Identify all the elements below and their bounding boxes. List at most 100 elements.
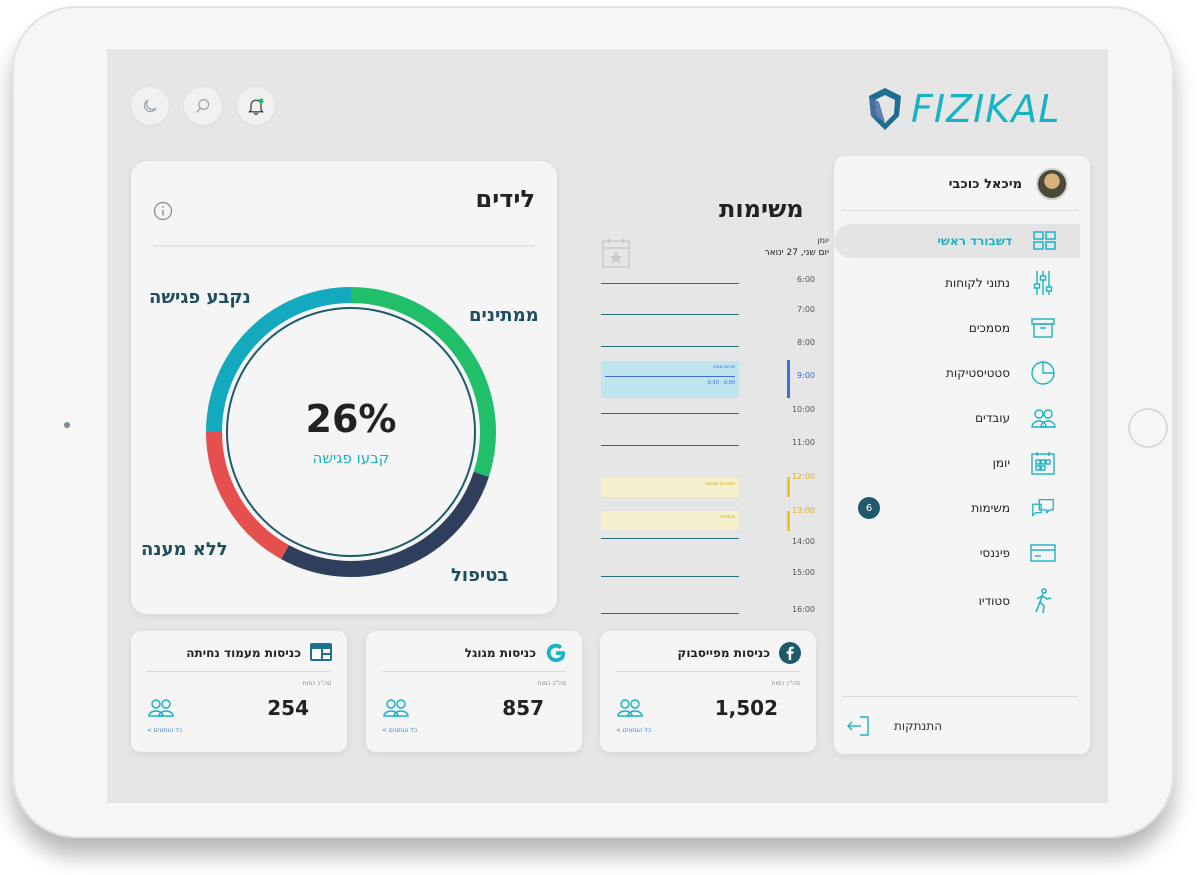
logout-button[interactable]: התנתקות bbox=[846, 714, 942, 738]
info-icon[interactable] bbox=[153, 201, 173, 221]
hour-label: 12:00 bbox=[791, 472, 815, 481]
calendar-event[interactable]: שיחת צוות 9:00 - 9:30 bbox=[601, 361, 739, 398]
search-button[interactable] bbox=[184, 87, 222, 125]
bell-icon bbox=[247, 98, 265, 115]
sidebar-item-studio[interactable]: סטודיו bbox=[834, 584, 1078, 618]
avatar bbox=[1036, 168, 1068, 200]
stat-divider bbox=[616, 671, 800, 672]
landing-page-icon bbox=[310, 643, 332, 661]
sidebar-item-label: סטטיסטיקות bbox=[946, 366, 1010, 380]
users-icon bbox=[617, 699, 643, 717]
tasks-count-badge: 6 bbox=[858, 497, 880, 519]
sidebar-divider bbox=[842, 210, 1078, 211]
donut-segment-meeting-set[interactable] bbox=[206, 287, 352, 433]
all-data-link[interactable]: כל הנתונים > bbox=[382, 727, 418, 734]
dashboard-grid-icon bbox=[1032, 228, 1058, 254]
sidebar-item-label: משימות bbox=[971, 501, 1010, 515]
stat-card-google[interactable]: כניסות מגוגל סה"כ כמות 857 כל הנתונים > bbox=[366, 631, 582, 752]
credit-card-icon bbox=[1030, 540, 1056, 566]
users-icon bbox=[1030, 405, 1056, 431]
hour-line bbox=[601, 413, 739, 414]
sidebar-item-employees[interactable]: עובדים bbox=[834, 401, 1078, 435]
hour-label: 9:00 bbox=[797, 371, 815, 380]
donut-inner-ring bbox=[226, 307, 476, 557]
app-logo: FIZIKAL bbox=[865, 79, 1065, 139]
event-title: שיחת צוות bbox=[713, 364, 735, 370]
users-icon bbox=[148, 699, 174, 717]
event-time: 9:00 - 9:30 bbox=[707, 380, 735, 386]
event-title: תזכורת פגישה bbox=[705, 481, 735, 487]
all-data-link[interactable]: כל הנתונים > bbox=[147, 727, 183, 734]
logo-text: FIZIKAL bbox=[911, 87, 1061, 131]
hour-label: 15:00 bbox=[791, 568, 815, 577]
all-data-link[interactable]: כל הנתונים > bbox=[616, 727, 652, 734]
user-profile[interactable]: מיכאל כוכבי bbox=[949, 168, 1068, 200]
calendar-icon bbox=[1030, 450, 1056, 476]
calendar-day-label: יומן bbox=[817, 236, 829, 245]
chat-bubbles-icon bbox=[1030, 495, 1056, 521]
donut-center-label: קבעו פגישה bbox=[312, 449, 390, 467]
donut-center: 26% קבעו פגישה bbox=[281, 397, 421, 467]
hour-line bbox=[601, 576, 739, 577]
stat-value: 1,502 bbox=[714, 696, 778, 720]
sidebar-item-label: דשבורד ראשי bbox=[937, 234, 1012, 248]
stat-card-landing-page[interactable]: כניסות מעמוד נחיתה סה"כ כמות 254 כל הנתו… bbox=[131, 631, 347, 752]
sidebar-divider bbox=[842, 696, 1078, 697]
donut-segment-no-answer[interactable] bbox=[206, 431, 289, 560]
runner-icon bbox=[1030, 588, 1056, 614]
home-button[interactable] bbox=[1128, 408, 1168, 448]
user-name: מיכאל כוכבי bbox=[948, 176, 1022, 192]
segment-label-waiting: ממתינים bbox=[469, 305, 539, 326]
hour-line bbox=[601, 314, 739, 315]
event-marker bbox=[787, 511, 790, 531]
stat-card-facebook[interactable]: כניסות מפייסבוק סה"כ כמות 1,502 כל הנתונ… bbox=[600, 631, 816, 752]
calendar-date-label: יום שני, 27 ינואר bbox=[764, 248, 830, 258]
sidebar-item-label: מסמכים bbox=[968, 321, 1010, 335]
stat-title: כניסות מפייסבוק bbox=[677, 646, 771, 660]
shield-logo-icon bbox=[869, 88, 901, 130]
hour-line bbox=[601, 613, 739, 614]
sidebar-item-calendar[interactable]: יומן bbox=[834, 446, 1078, 480]
leads-divider bbox=[153, 245, 535, 247]
sidebar-item-label: פיננסי bbox=[979, 546, 1010, 560]
segment-label-in-treatment: בטיפול bbox=[451, 565, 509, 586]
stat-divider bbox=[382, 671, 566, 672]
sidebar-item-label: עובדים bbox=[975, 411, 1010, 425]
moon-icon bbox=[143, 99, 157, 113]
leads-donut-chart bbox=[206, 287, 496, 577]
notifications-button[interactable] bbox=[237, 87, 275, 125]
archive-box-icon bbox=[1030, 315, 1056, 341]
stat-title: כניסות מעמוד נחיתה bbox=[186, 646, 301, 660]
tasks-title: משימות bbox=[719, 195, 804, 223]
hour-line bbox=[601, 538, 739, 539]
leads-title: לידים bbox=[475, 185, 535, 213]
dark-mode-button[interactable] bbox=[131, 87, 169, 125]
google-icon bbox=[546, 643, 565, 663]
hour-line bbox=[601, 445, 739, 446]
event-divider bbox=[605, 376, 735, 377]
sidebar-item-documents[interactable]: מסמכים bbox=[834, 311, 1078, 345]
calendar-star-icon[interactable] bbox=[601, 237, 631, 269]
sidebar-item-tasks[interactable]: משימות 6 bbox=[834, 491, 1078, 525]
sidebar-item-finance[interactable]: פיננסי bbox=[834, 536, 1078, 570]
donut-segment-waiting[interactable] bbox=[350, 287, 496, 477]
sidebar-item-customers[interactable]: נתוני לקוחות bbox=[834, 266, 1078, 300]
logout-label: התנתקות bbox=[894, 719, 943, 733]
calendar-event[interactable]: תזכורת פגישה bbox=[601, 478, 739, 497]
calendar-event[interactable]: משימה bbox=[601, 511, 739, 530]
app-screen: FIZIKAL מיכאל כוכבי דשבורד ראשי נתוני לק… bbox=[107, 49, 1108, 803]
logout-icon bbox=[847, 716, 869, 736]
event-title: משימה bbox=[720, 514, 735, 520]
donut-segment-in-treatment[interactable] bbox=[281, 471, 489, 577]
donut-center-value: 26% bbox=[305, 397, 397, 441]
sidebar-item-statistics[interactable]: סטטיסטיקות bbox=[834, 356, 1078, 390]
event-marker bbox=[787, 477, 790, 497]
hour-label: 6:00 bbox=[797, 275, 815, 284]
hour-line bbox=[601, 346, 739, 347]
event-marker bbox=[787, 360, 790, 398]
camera-dot bbox=[64, 422, 70, 428]
hour-label: 7:00 bbox=[797, 305, 815, 314]
stat-sub-label: סה"כ כמות bbox=[771, 680, 800, 687]
stat-divider bbox=[147, 671, 331, 672]
sidebar-item-dashboard[interactable]: דשבורד ראשי bbox=[834, 224, 1080, 258]
